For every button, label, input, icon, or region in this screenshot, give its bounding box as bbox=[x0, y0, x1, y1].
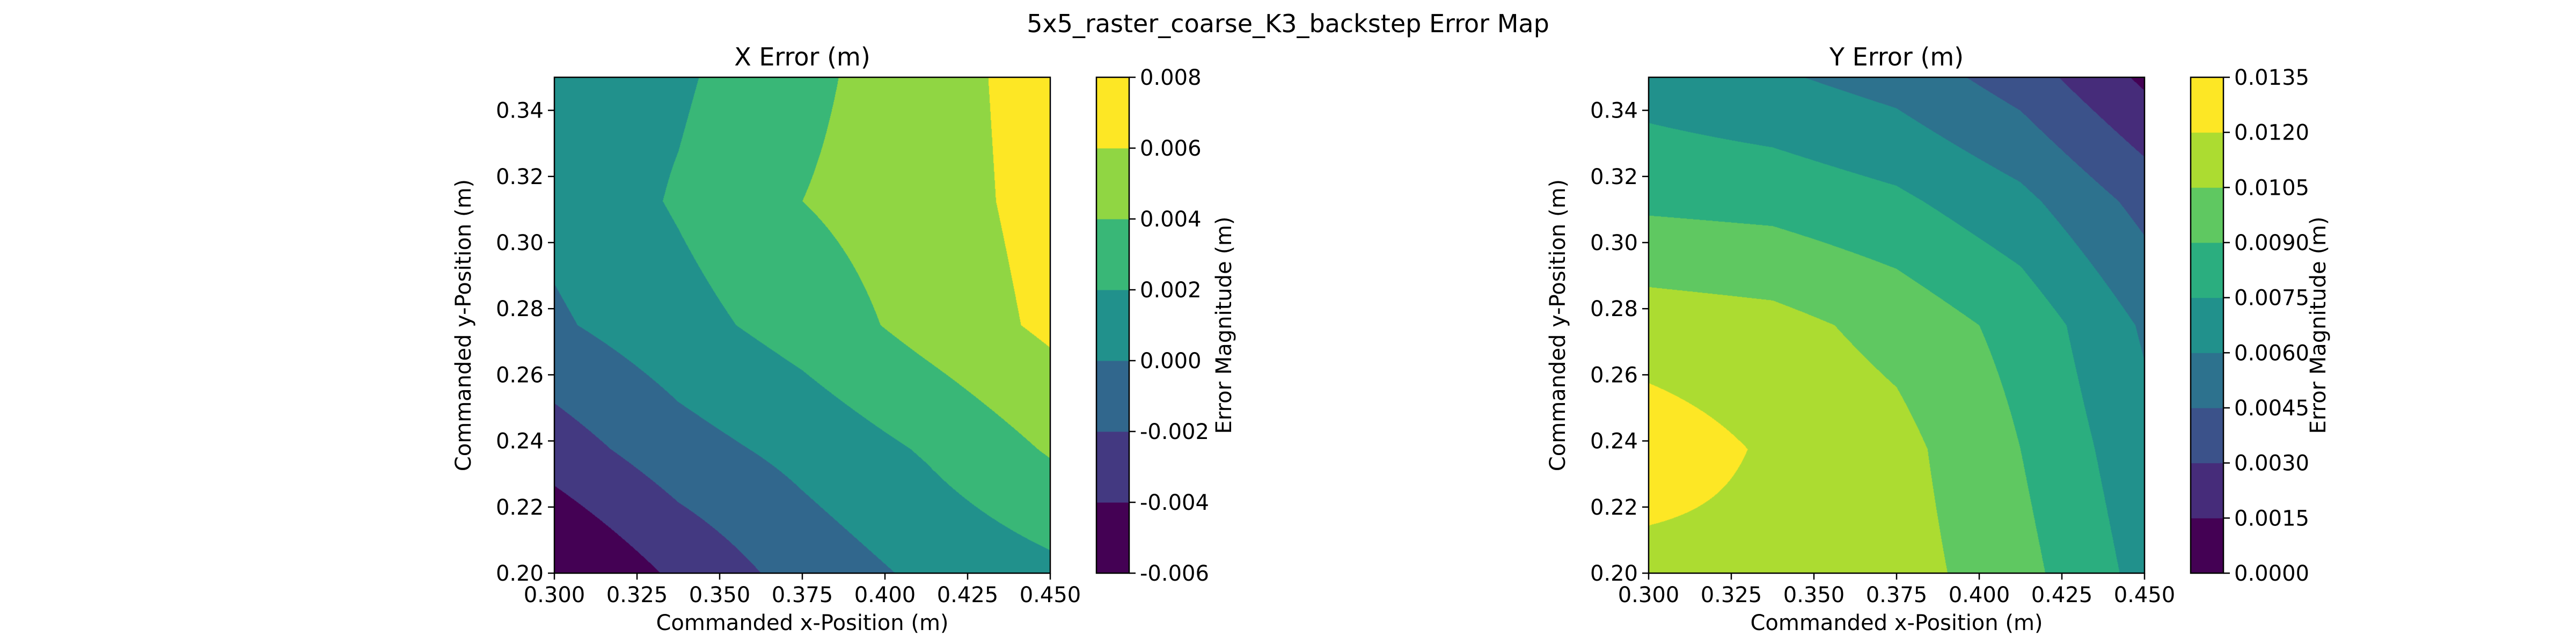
colorbar-band bbox=[2191, 187, 2223, 243]
colorbar-tick-label: 0.008 bbox=[1140, 65, 1202, 90]
y-tick-label: 0.32 bbox=[1590, 165, 1638, 189]
colorbar-tick-label: -0.002 bbox=[1140, 420, 1209, 444]
figure-title: 5x5_raster_coarse_K3_backstep Error Map bbox=[1027, 9, 1549, 38]
chart-panels: X Error (m) 0.300 0.325 0.350 0.375 0.400 0.42… bbox=[451, 42, 2331, 635]
colorbar-band bbox=[2191, 132, 2223, 188]
subplot-title: X Error (m) bbox=[734, 42, 870, 71]
colorbar-tick-label: 0.0105 bbox=[2234, 175, 2309, 200]
chart-panel-1: X Error (m) 0.300 0.325 0.350 0.375 0.400 0.42… bbox=[451, 42, 1236, 635]
colorbar-band bbox=[2191, 518, 2223, 574]
colorbar-tick-label: 0.0120 bbox=[2234, 121, 2309, 145]
subplot-title: Y Error (m) bbox=[1829, 42, 1964, 71]
colorbar-tick-label: 0.0135 bbox=[2234, 65, 2309, 90]
x-tick-label: 0.425 bbox=[2031, 583, 2093, 608]
colorbar-tick-label: 0.0045 bbox=[2234, 396, 2309, 421]
y-tick-label: 0.28 bbox=[1590, 297, 1638, 321]
colorbar-band bbox=[2191, 353, 2223, 408]
colorbar-band bbox=[1096, 502, 1129, 574]
colorbar-tick-label: 0.0060 bbox=[2234, 341, 2309, 365]
colorbar-tick-label: 0.0090 bbox=[2234, 231, 2309, 255]
colorbar-band bbox=[2191, 408, 2223, 464]
x-tick-label: 0.450 bbox=[1020, 583, 1081, 608]
y-tick-label: 0.30 bbox=[496, 231, 544, 255]
x-tick-label: 0.425 bbox=[937, 583, 999, 608]
colorbar-band bbox=[2191, 297, 2223, 353]
y-axis-label: Commanded y-Position (m) bbox=[1546, 179, 1570, 471]
x-axis-label: Commanded x-Position (m) bbox=[656, 611, 948, 635]
colorbar-tick-label: 0.0030 bbox=[2234, 451, 2309, 476]
y-tick-label: 0.26 bbox=[496, 363, 544, 387]
y-tick-label: 0.22 bbox=[496, 495, 544, 520]
y-tick-label: 0.34 bbox=[1590, 99, 1638, 123]
colorbar: -0.006 -0.004 -0.002 0.000 0.002 0.004 0.006 0.… bbox=[1095, 65, 1236, 586]
colorbar-tick-label: -0.006 bbox=[1140, 561, 1209, 586]
x-tick-label: 0.400 bbox=[854, 583, 916, 608]
colorbar-band bbox=[2191, 77, 2223, 133]
colorbar-band bbox=[1096, 431, 1129, 503]
colorbar-tick-label: 0.002 bbox=[1140, 278, 1202, 303]
x-tick-label: 0.450 bbox=[2114, 583, 2176, 608]
colorbar-label: Error Magnitude (m) bbox=[1212, 216, 1236, 434]
y-tick-label: 0.26 bbox=[1590, 363, 1638, 387]
x-tick-label: 0.350 bbox=[1783, 583, 1845, 608]
x-axis-label: Commanded x-Position (m) bbox=[1750, 611, 2043, 635]
colorbar-frame bbox=[2190, 76, 2224, 574]
x-tick-label: 0.300 bbox=[1618, 583, 1680, 608]
colorbar-band bbox=[1096, 361, 1129, 432]
colorbar-tick-label: 0.0075 bbox=[2234, 286, 2309, 311]
contour-field bbox=[1649, 77, 2145, 573]
chart-panel-2: Y Error (m) 0.300 0.325 0.350 0.375 0.400 0.42… bbox=[1546, 42, 2331, 635]
colorbar-tick-label: 0.004 bbox=[1140, 207, 1202, 232]
colorbar-band bbox=[1096, 77, 1129, 149]
colorbar-band bbox=[1096, 219, 1129, 290]
y-tick-label: 0.32 bbox=[496, 165, 544, 189]
y-tick-label: 0.22 bbox=[1590, 495, 1638, 520]
y-tick-label: 0.20 bbox=[496, 561, 544, 586]
colorbar-tick-label: -0.004 bbox=[1140, 491, 1209, 515]
x-tick-label: 0.325 bbox=[606, 583, 668, 608]
contour-field bbox=[554, 77, 1050, 573]
x-tick-label: 0.300 bbox=[524, 583, 586, 608]
colorbar-tick-label: 0.0015 bbox=[2234, 506, 2309, 531]
colorbar-band bbox=[1096, 290, 1129, 361]
y-axis-label: Commanded y-Position (m) bbox=[451, 179, 476, 471]
y-tick-label: 0.28 bbox=[496, 297, 544, 321]
colorbar: 0.0000 0.0015 0.0030 0.0045 0.0060 0.0075 0.00… bbox=[2190, 65, 2331, 586]
colorbar-band bbox=[2191, 463, 2223, 518]
y-tick-label: 0.34 bbox=[496, 99, 544, 123]
x-tick-label: 0.375 bbox=[772, 583, 833, 608]
colorbar-band bbox=[1096, 148, 1129, 219]
colorbar-frame bbox=[1095, 76, 1130, 574]
colorbar-tick-label: 0.006 bbox=[1140, 136, 1202, 161]
colorbar-label: Error Magnitude (m) bbox=[2306, 216, 2331, 434]
colorbar-band bbox=[2191, 243, 2223, 298]
y-tick-label: 0.30 bbox=[1590, 231, 1638, 255]
x-tick-label: 0.325 bbox=[1701, 583, 1762, 608]
colorbar-tick-label: 0.000 bbox=[1140, 349, 1202, 374]
x-tick-label: 0.350 bbox=[689, 583, 751, 608]
x-tick-label: 0.375 bbox=[1866, 583, 1928, 608]
y-tick-label: 0.24 bbox=[1590, 429, 1638, 454]
y-tick-label: 0.24 bbox=[496, 429, 544, 454]
colorbar-tick-label: 0.0000 bbox=[2234, 561, 2309, 586]
x-tick-label: 0.400 bbox=[1949, 583, 2010, 608]
y-tick-label: 0.20 bbox=[1590, 561, 1638, 586]
